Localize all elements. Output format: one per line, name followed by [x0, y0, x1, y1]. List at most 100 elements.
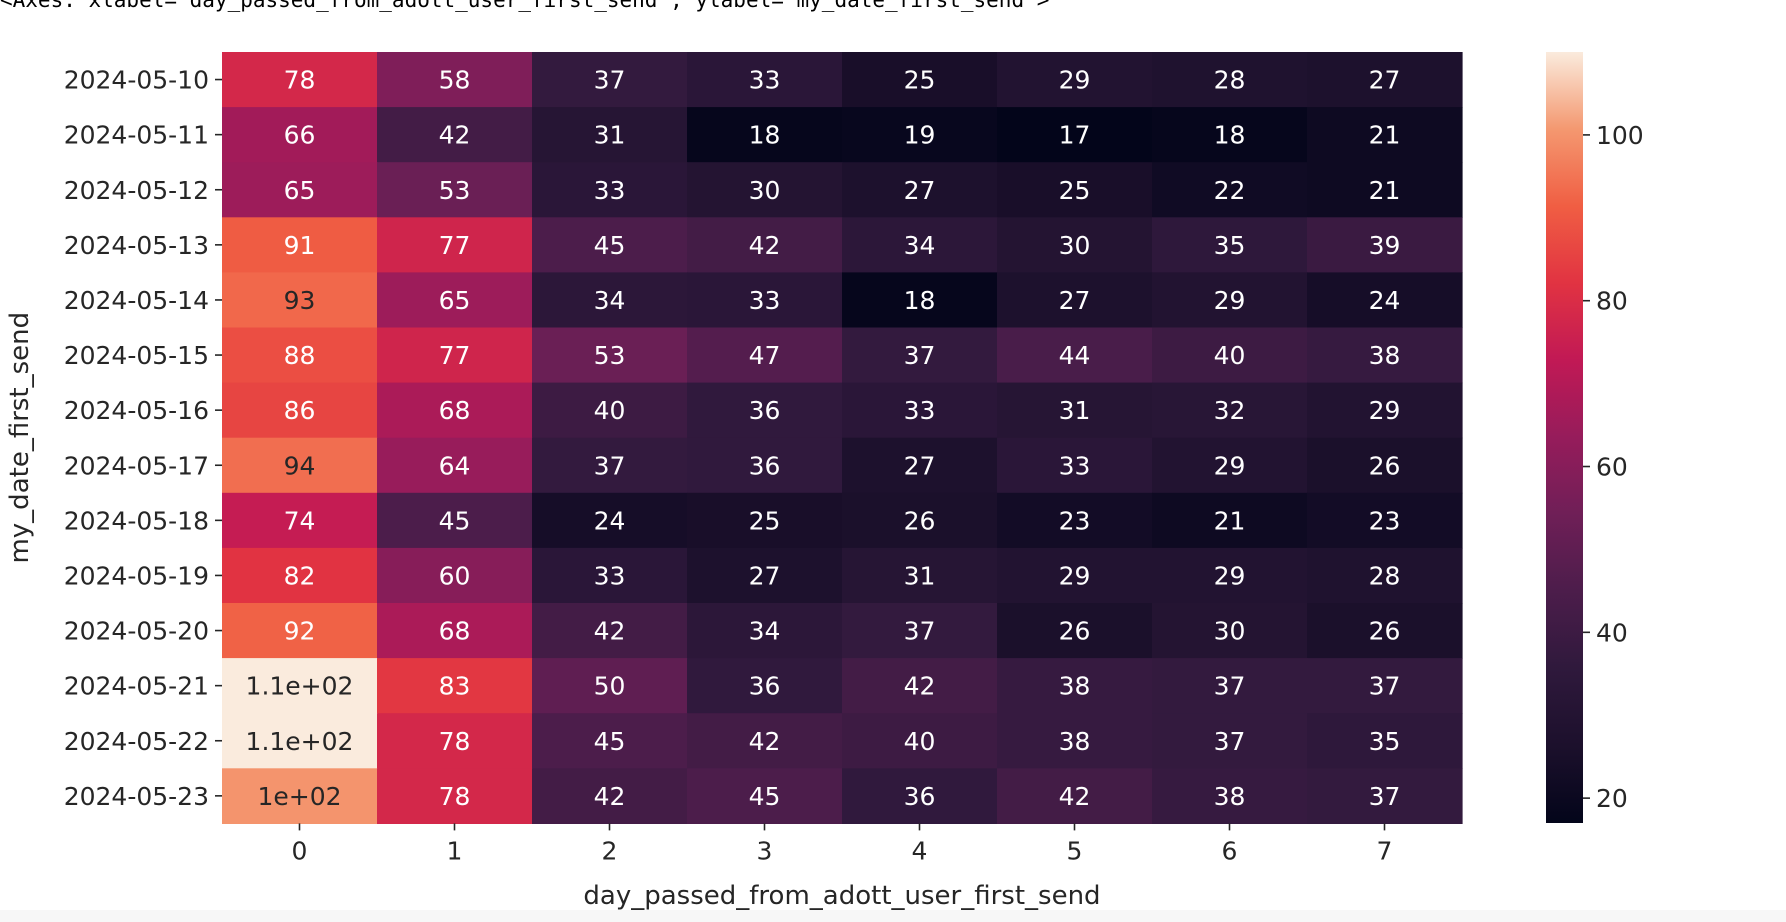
cell-annotation: 91 [284, 231, 316, 260]
heatmap-cell [687, 217, 843, 273]
heatmap-cell [1152, 107, 1308, 163]
heatmap-cell [377, 327, 533, 384]
heatmap-cell [687, 437, 843, 494]
heatmap-cell [1152, 492, 1308, 549]
heatmap-cell [842, 713, 998, 769]
heatmap-cell [532, 327, 688, 384]
cell-annotation: 77 [439, 231, 471, 260]
heatmap-cell [842, 547, 998, 604]
heatmap-cell [1307, 52, 1463, 108]
cell-annotation: 33 [1059, 451, 1091, 480]
y-tick-label: 2024-05-10 [64, 66, 209, 95]
cell-annotation: 78 [439, 727, 471, 756]
heatmap-cell [687, 382, 843, 439]
heatmap-cell [842, 382, 998, 439]
colorbar-gradient [1546, 52, 1583, 823]
heatmap-cell [377, 272, 533, 329]
colorbar: 20 40 60 80 100 [1546, 52, 1644, 823]
heatmap-cell [997, 713, 1153, 769]
cell-annotation: 17 [1059, 121, 1091, 150]
cell-annotation: 93 [284, 286, 316, 315]
x-axis-ticks: 0 1 2 3 4 5 6 7 [292, 823, 1392, 865]
heatmap-cell [687, 162, 843, 218]
heatmap-cell [842, 327, 998, 384]
cell-annotation: 37 [1214, 672, 1246, 701]
cell-annotation: 30 [1214, 617, 1246, 646]
heatmap-cell [222, 437, 378, 494]
cell-annotation: 24 [594, 506, 626, 535]
y-tick-label: 2024-05-14 [64, 286, 209, 315]
heatmap-cell [222, 658, 378, 714]
cell-annotation: 33 [594, 176, 626, 205]
cell-annotation: 33 [594, 561, 626, 590]
cell-annotation: 53 [439, 176, 471, 205]
cell-annotation: 33 [749, 286, 781, 315]
heatmap-cell [222, 107, 378, 163]
heatmap-cell [1307, 713, 1463, 769]
cell-annotation: 58 [439, 66, 471, 95]
heatmap-cell [222, 768, 378, 824]
cell-annotation: 34 [904, 231, 936, 260]
heatmap-cell [1152, 713, 1308, 769]
cell-annotation: 29 [1214, 561, 1246, 590]
heatmap-cell [532, 603, 688, 659]
cell-annotation: 68 [439, 396, 471, 425]
cell-annotation: 42 [594, 782, 626, 811]
cell-annotation: 33 [904, 396, 936, 425]
cell-annotation: 35 [1214, 231, 1246, 260]
cell-annotation: 27 [904, 176, 936, 205]
cell-annotation: 1.1e+02 [246, 672, 354, 701]
heatmap-cell [687, 658, 843, 714]
cell-annotation: 25 [749, 506, 781, 535]
y-tick-label: 2024-05-16 [64, 396, 209, 425]
heatmap-cell [842, 603, 998, 659]
heatmap-cell [842, 272, 998, 329]
heatmap-cell [1307, 437, 1463, 494]
x-tick-label: 6 [1222, 836, 1238, 865]
y-tick-label: 2024-05-20 [64, 617, 209, 646]
heatmap-cell [1307, 162, 1463, 218]
heatmap-cell [532, 437, 688, 494]
cell-annotation: 42 [439, 121, 471, 150]
cell-annotation: 45 [594, 727, 626, 756]
cell-annotation: 38 [1059, 727, 1091, 756]
heatmap-cell [1152, 658, 1308, 714]
axes-repr-text: <Axes: xlabel='day_passed_from_adott_use… [0, 0, 1050, 12]
cell-annotation: 40 [1214, 341, 1246, 370]
cell-annotation: 42 [594, 617, 626, 646]
y-tick-label: 2024-05-22 [64, 727, 209, 756]
heatmap-cell [687, 768, 843, 824]
heatmap-cell [687, 492, 843, 549]
x-tick-label: 0 [292, 836, 308, 865]
heatmap-cell [687, 603, 843, 659]
cell-annotation: 30 [1059, 231, 1091, 260]
heatmap-cell [222, 162, 378, 218]
heatmap-cell [377, 658, 533, 714]
heatmap-cell [1152, 547, 1308, 604]
y-tick-label: 2024-05-21 [64, 672, 209, 701]
heatmap-cell [842, 658, 998, 714]
heatmap-cell [1307, 217, 1463, 273]
cell-annotation: 78 [439, 782, 471, 811]
cell-annotation: 32 [1214, 396, 1246, 425]
heatmap-cell [842, 768, 998, 824]
heatmap-cell [222, 713, 378, 769]
cell-annotation: 83 [439, 672, 471, 701]
cell-annotation: 36 [904, 782, 936, 811]
heatmap-cell [997, 658, 1153, 714]
cell-annotation: 35 [1369, 727, 1401, 756]
cell-annotation: 21 [1369, 176, 1401, 205]
x-tick-label: 5 [1067, 836, 1083, 865]
heatmap-cell [997, 162, 1153, 218]
cell-annotation: 37 [594, 451, 626, 480]
heatmap-cell [687, 52, 843, 108]
heatmap-cell [1152, 437, 1308, 494]
cell-annotation: 40 [904, 727, 936, 756]
cell-annotation: 37 [1369, 672, 1401, 701]
cell-annotation: 37 [904, 617, 936, 646]
cell-annotation: 38 [1059, 672, 1091, 701]
heatmap-annotations: 78 58 37 33 25 29 28 27 66 42 31 18 19 17 18 21 65 53 33 30… [246, 66, 1401, 811]
cell-annotation: 37 [1369, 782, 1401, 811]
y-tick-label: 2024-05-15 [64, 341, 209, 370]
